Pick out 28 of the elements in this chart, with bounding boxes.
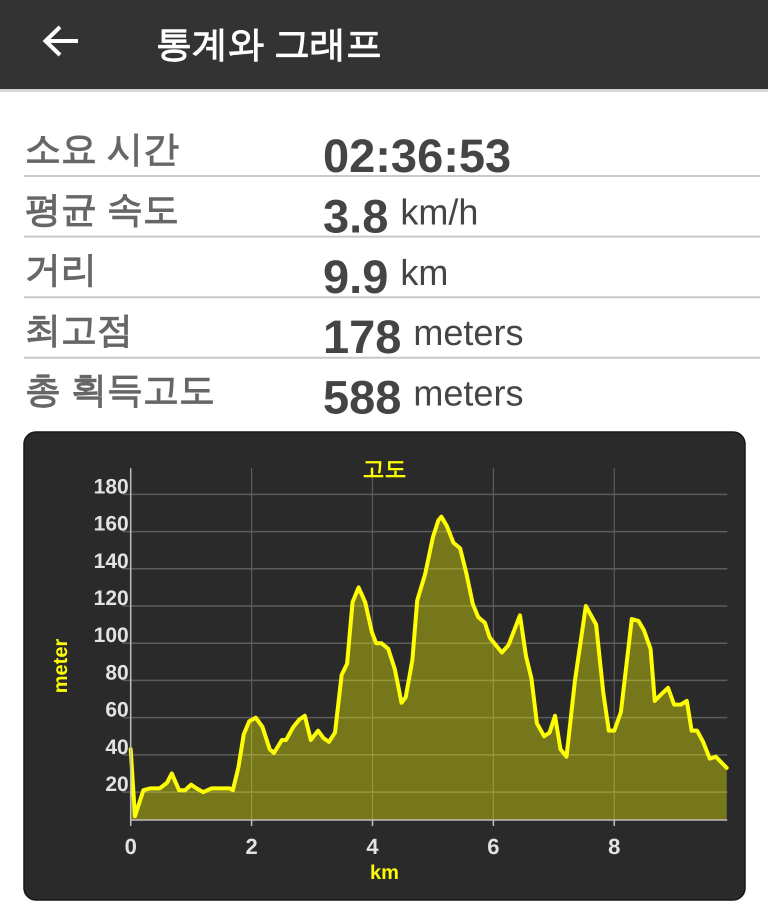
text: 평균 속도 (25, 188, 180, 230)
y-axis-title: meter (50, 638, 72, 694)
y-tick-label: 80 (105, 661, 129, 684)
chart-title: 고도 (362, 456, 406, 481)
y-tick-label: 180 (94, 475, 129, 498)
y-tick-label: 140 (94, 550, 129, 573)
text: 총 획득고도 (25, 369, 216, 410)
text: 588 meters (323, 370, 524, 424)
y-tick-label: 40 (105, 736, 129, 759)
y-tick-label: 20 (105, 773, 129, 796)
text: 통계와 그래프 (156, 23, 382, 64)
y-tick-label: 120 (94, 587, 129, 610)
text: 3.8 km/h (323, 189, 478, 242)
y-tick-label: 60 (105, 698, 129, 722)
y-tick-label: 100 (94, 624, 129, 648)
text: 9.9 km (323, 250, 448, 303)
text: 최고점 (25, 308, 133, 350)
x-axis-title: km (370, 862, 399, 884)
x-tick-label: 0 (124, 834, 137, 859)
x-tick-label: 6 (487, 834, 500, 859)
text: 02:36:53 (323, 129, 512, 182)
x-tick-label: 8 (608, 834, 620, 859)
y-tick-label: 160 (94, 512, 129, 536)
x-tick-label: 4 (366, 834, 380, 859)
text: 소요 시간 (25, 128, 180, 169)
text: 거리 (25, 248, 97, 290)
text: 178 meters (323, 310, 524, 364)
x-tick-label: 2 (245, 834, 258, 859)
